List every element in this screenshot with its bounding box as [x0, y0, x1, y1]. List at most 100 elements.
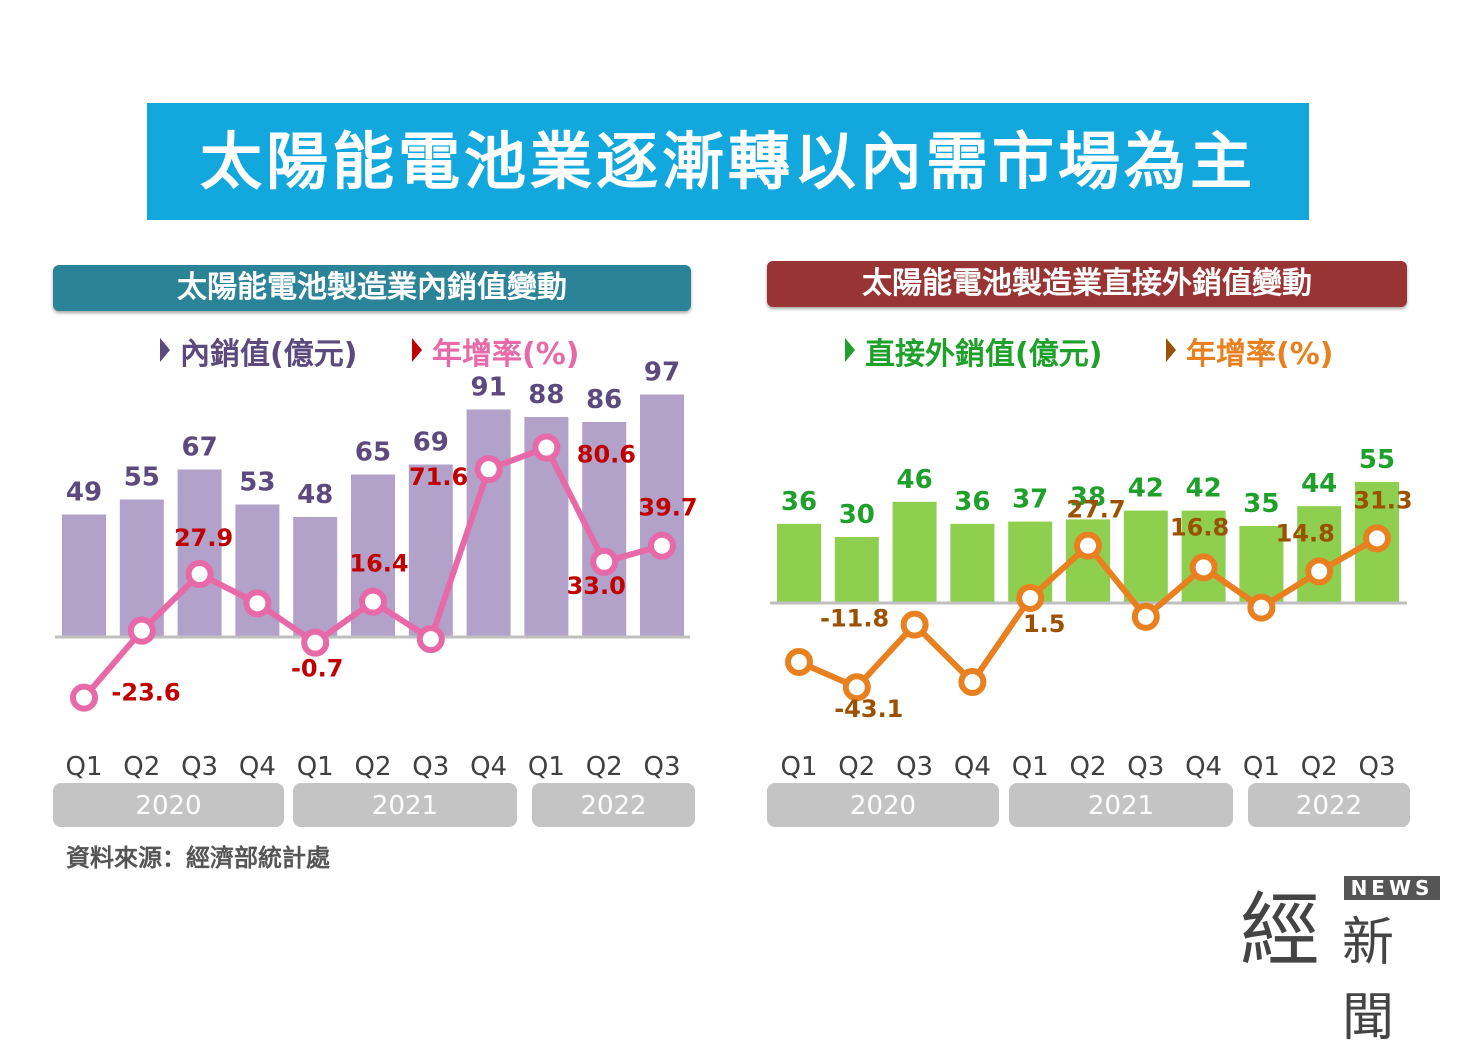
charts-canvas: 內銷值(億元) 年增率(%) 49 55 67 53 48 65 69 91 88 86 97 -23.6… [53, 337, 1413, 827]
right-tick-label: Q2 [1069, 752, 1106, 782]
right-bar-label: 30 [839, 500, 875, 530]
news-logo: 經 NEWS 新聞 [1240, 872, 1445, 1048]
left-growth-point [532, 433, 561, 462]
left-year-box [53, 783, 284, 827]
right-year-box [767, 783, 999, 827]
logo-wordmark: 新聞 [1342, 913, 1395, 1048]
left-bar-label: 49 [66, 478, 102, 508]
left-tick-label: Q2 [354, 752, 391, 782]
right-year-label: 2020 [850, 791, 916, 821]
right-growth-label: 1.5 [1023, 610, 1066, 638]
left-year-label: 2020 [135, 791, 201, 821]
right-year-box [1248, 783, 1410, 827]
right-tick-label: Q1 [1243, 752, 1280, 782]
left-growth-point [648, 531, 676, 560]
left-growth-label: 71.6 [409, 463, 468, 491]
right-bar-label: 37 [1012, 485, 1048, 515]
right-bar [834, 537, 879, 603]
right-tick-label: Q3 [896, 752, 933, 782]
right-bar-label: 44 [1301, 469, 1337, 499]
left-tick-label: Q3 [643, 752, 680, 782]
left-growth-label: 39.7 [638, 494, 697, 522]
left-growth-point [416, 625, 445, 654]
right-legend-label-1: 年增率(%) [1186, 337, 1333, 372]
right-legend-marker-0 [845, 338, 855, 362]
right-tick-label: Q2 [838, 752, 875, 782]
right-bar [1297, 506, 1342, 603]
left-tick-label: Q3 [181, 752, 218, 782]
right-tick-label: Q1 [780, 752, 817, 782]
left-growth-point [185, 560, 214, 589]
left-bar [177, 469, 222, 637]
left-tick-label: Q4 [470, 752, 507, 782]
right-growth-point [1305, 557, 1334, 586]
left-bar [62, 514, 106, 637]
left-growth-label: 80.6 [577, 441, 636, 469]
left-bar-label: 91 [471, 373, 507, 403]
right-growth-label: 27.7 [1066, 496, 1125, 524]
left-tick-label: Q2 [123, 752, 160, 782]
left-bar-label: 86 [586, 385, 622, 415]
left-bar [466, 409, 511, 637]
left-growth-point [70, 683, 98, 712]
left-growth-point [301, 628, 330, 657]
left-legend-label-0: 內銷值(億元) [180, 337, 357, 372]
left-bar-label: 53 [239, 468, 275, 498]
right-growth-point [785, 648, 813, 676]
left-bar-label: 67 [182, 433, 218, 463]
left-year-label: 2022 [580, 791, 646, 821]
left-growth-label: 33.0 [567, 572, 626, 600]
right-growth-point [1016, 584, 1045, 612]
right-bar [1239, 526, 1284, 603]
right-bar [892, 501, 937, 603]
right-year-box [1009, 783, 1233, 827]
left-growth-point [127, 616, 156, 645]
left-growth-point [359, 587, 387, 616]
right-legend-label-0: 直接外銷值(億元) [865, 337, 1102, 372]
right-bar [950, 523, 995, 603]
left-tick-label: Q1 [65, 752, 102, 782]
left-year-box [293, 783, 517, 827]
left-legend-marker-0 [160, 338, 170, 362]
left-year-box [532, 783, 695, 827]
left-bar [293, 517, 338, 637]
left-tick-label: Q3 [412, 752, 449, 782]
right-growth-point [1074, 531, 1102, 560]
right-bar-label: 36 [781, 487, 817, 517]
right-growth-point [842, 673, 871, 702]
left-bar-label: 97 [644, 358, 680, 388]
main-title-bar: 太陽能電池業逐漸轉以內需市場為主 [147, 103, 1309, 220]
left-growth-label: -0.7 [291, 655, 343, 683]
right-growth-point [1363, 524, 1391, 553]
right-growth-label: 14.8 [1276, 519, 1335, 547]
left-bar-label: 55 [124, 463, 160, 493]
right-bar-label: 46 [897, 465, 933, 495]
right-bar-label: 55 [1359, 445, 1395, 475]
logo-glyph: 經 [1240, 884, 1320, 977]
right-bar-label: 42 [1128, 474, 1164, 504]
right-growth-point [1189, 553, 1218, 582]
right-bar [777, 523, 821, 603]
left-tick-label: Q1 [528, 752, 565, 782]
right-year-label: 2021 [1088, 791, 1154, 821]
right-chart-title: 太陽能電池製造業直接外銷值變動 [767, 261, 1407, 307]
left-tick-label: Q2 [586, 752, 623, 782]
right-growth-label: 16.8 [1170, 513, 1229, 541]
right-tick-label: Q4 [954, 752, 991, 782]
right-bar-label: 38 [1070, 482, 1106, 512]
left-growth-point [474, 455, 503, 484]
right-growth-label: 31.3 [1353, 486, 1412, 514]
left-growth-label: 27.9 [174, 524, 233, 552]
left-growth-point [243, 589, 272, 618]
right-growth-point [1131, 602, 1160, 631]
left-bar-label: 88 [528, 380, 564, 410]
left-growth-label: 16.4 [349, 550, 408, 578]
right-legend-marker-1 [1166, 338, 1176, 362]
left-growth-label: -23.6 [111, 679, 180, 707]
left-tick-label: Q1 [297, 752, 334, 782]
right-growth-point [958, 668, 987, 696]
left-legend-label-1: 年增率(%) [432, 337, 579, 372]
left-bar [408, 464, 453, 637]
right-growth-point [900, 610, 929, 639]
right-bar [1123, 510, 1168, 603]
